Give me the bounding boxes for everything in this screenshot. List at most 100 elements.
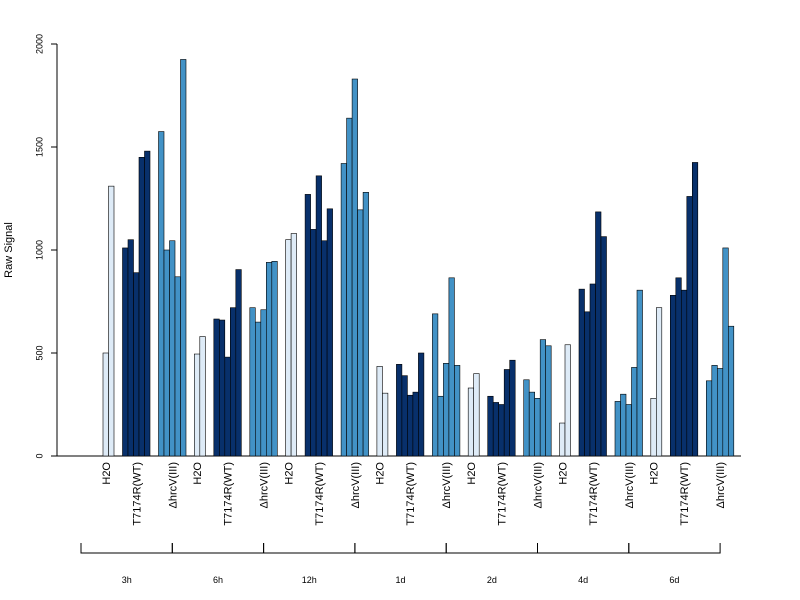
bar: [102, 352, 109, 457]
bar: [454, 365, 461, 457]
bar: [620, 393, 627, 457]
timepoint-label: 3h: [122, 575, 132, 585]
bar: [437, 395, 444, 457]
group-label: ΔhrcV(III): [259, 462, 271, 508]
bar: [357, 209, 364, 457]
bar: [686, 196, 693, 457]
bar: [631, 367, 638, 457]
y-tick-label: 1000: [34, 240, 44, 260]
bar: [315, 175, 322, 457]
bar: [727, 325, 735, 457]
bar: [487, 395, 494, 457]
bar: [509, 359, 516, 457]
bar: [144, 150, 151, 457]
bar: [219, 319, 226, 457]
bar: [163, 249, 170, 457]
timepoint-label: 4d: [578, 575, 588, 585]
bar: [467, 387, 475, 457]
timepoint-bracket: [537, 543, 630, 554]
bar: [321, 240, 328, 457]
bar: [271, 261, 278, 457]
bar: [290, 233, 297, 457]
timepoint-label: 6d: [669, 575, 679, 585]
timepoint-label: 2d: [487, 575, 497, 585]
bar: [448, 277, 455, 457]
bar: [396, 364, 403, 457]
bar: [716, 368, 724, 457]
bar: [625, 404, 632, 457]
timepoint-label: 12h: [302, 575, 317, 585]
bar: [523, 379, 530, 457]
group-label: ΔhrcV(III): [350, 462, 362, 508]
group-label: H2O: [192, 462, 204, 485]
bar: [711, 365, 718, 457]
group-label: H2O: [283, 462, 295, 485]
bars: [102, 59, 735, 457]
bar: [412, 391, 419, 457]
bar: [655, 307, 663, 457]
bar: [169, 240, 176, 457]
y-axis: 0 500 1000 1500 2000: [34, 34, 58, 459]
timepoint-brackets: 3h 6h 12h 1d 2d 4d 6d: [80, 543, 721, 585]
bar: [199, 336, 206, 457]
bar: [346, 117, 353, 457]
group-label: H2O: [101, 462, 113, 485]
bar: [304, 194, 311, 457]
bar: [705, 380, 713, 457]
bar: [443, 362, 450, 457]
bar: [407, 394, 414, 457]
bar: [636, 289, 643, 457]
bar: [528, 391, 536, 457]
bar: [432, 313, 439, 457]
bar: [614, 401, 621, 457]
group-label: ΔhrcV(III): [624, 462, 636, 508]
timepoint-bracket: [171, 543, 265, 554]
bar: [310, 229, 317, 457]
bar: [249, 307, 256, 457]
bar: [133, 272, 140, 457]
y-tick-label: 500: [34, 345, 44, 360]
bar: [235, 269, 242, 457]
bar: [539, 339, 547, 457]
bar: [584, 311, 591, 457]
group-label: T7174R(WT): [588, 462, 600, 526]
bar: [578, 288, 585, 457]
group-label: T7174R(WT): [131, 462, 143, 526]
group-label: H2O: [375, 462, 387, 485]
bar: [669, 295, 677, 457]
group-label: H2O: [649, 462, 661, 485]
bar: [492, 402, 500, 457]
bar: [650, 398, 657, 457]
bar: [503, 369, 511, 457]
bar: [376, 366, 383, 457]
bar: [108, 185, 115, 457]
group-label: H2O: [466, 462, 478, 485]
bar: [722, 247, 729, 457]
group-label: ΔhrcV(III): [167, 462, 179, 508]
y-axis-label: Raw Signal: [3, 222, 15, 278]
bar: [122, 247, 129, 457]
bar: [340, 163, 347, 457]
bar: [230, 307, 237, 457]
group-label: ΔhrcV(III): [715, 462, 727, 508]
bar: [265, 262, 273, 457]
group-label: H2O: [557, 462, 569, 485]
bar: [285, 239, 292, 457]
group-label: T7174R(WT): [314, 462, 326, 526]
bar: [224, 356, 231, 457]
bar: [675, 277, 682, 457]
bar: [589, 283, 596, 457]
timepoint-label: 1d: [395, 575, 405, 585]
bar: [691, 162, 699, 457]
bar: [255, 321, 262, 457]
group-label: ΔhrcV(III): [533, 462, 545, 508]
bar: [564, 344, 571, 457]
bar: [180, 59, 187, 457]
group-label: T7174R(WT): [223, 462, 235, 526]
group-label: ΔhrcV(III): [441, 462, 453, 508]
timepoint-label: 6h: [213, 575, 223, 585]
y-tick-label: 1500: [34, 137, 44, 157]
bar: [418, 352, 425, 457]
timepoint-bracket: [354, 543, 447, 554]
